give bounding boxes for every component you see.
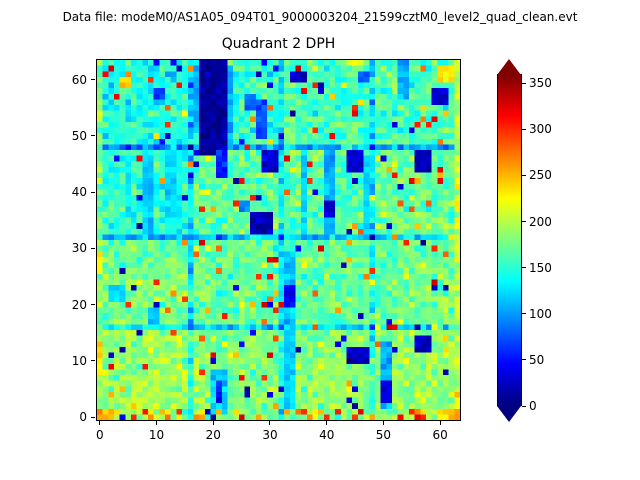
x-tick-mark xyxy=(212,421,214,425)
colorbar-tick-label: 200 xyxy=(529,214,552,229)
x-tick-mark xyxy=(269,421,271,425)
y-tick-label: 60 xyxy=(71,72,87,87)
y-tick-label: 20 xyxy=(71,297,87,312)
colorbar-tick-label: 0 xyxy=(529,399,537,413)
y-tick-mark xyxy=(91,191,95,193)
colorbar-canvas xyxy=(498,74,521,406)
x-tick-label: 0 xyxy=(96,428,104,442)
x-tick-mark xyxy=(439,421,441,425)
y-tick-label: 40 xyxy=(71,185,87,200)
y-tick-label: 50 xyxy=(71,128,87,143)
colorbar-under-arrow xyxy=(497,406,521,422)
chart-title: Quadrant 2 DPH xyxy=(221,36,336,52)
x-tick-label: 10 xyxy=(148,428,165,442)
y-tick-mark xyxy=(91,304,95,306)
y-tick-mark xyxy=(91,360,95,362)
heatmap-canvas xyxy=(97,60,460,420)
x-tick-label: 60 xyxy=(432,428,448,442)
colorbar-tick-mark xyxy=(522,221,526,223)
y-tick-label: 30 xyxy=(71,241,87,256)
colorbar-tick-label: 100 xyxy=(529,306,552,321)
colorbar-tick-label: 350 xyxy=(529,76,552,91)
x-tick-mark xyxy=(326,421,328,425)
colorbar-tick-mark xyxy=(522,267,526,269)
y-tick-mark xyxy=(91,416,95,418)
y-tick-mark xyxy=(91,247,95,249)
x-tick-label: 50 xyxy=(375,428,392,442)
colorbar-tick-label: 300 xyxy=(529,122,552,137)
y-tick-label: 0 xyxy=(79,410,87,425)
x-tick-label: 20 xyxy=(205,428,221,442)
colorbar-tick-mark xyxy=(522,128,526,130)
x-tick-label: 40 xyxy=(319,428,335,442)
colorbar xyxy=(497,74,522,406)
colorbar-over-arrow xyxy=(497,59,521,75)
x-tick-label: 30 xyxy=(262,428,278,442)
colorbar-tick-label: 250 xyxy=(529,168,552,183)
y-tick-mark xyxy=(91,79,95,81)
colorbar-tick-mark xyxy=(522,82,526,84)
colorbar-tick-label: 50 xyxy=(529,352,545,367)
plot-area xyxy=(96,59,461,421)
colorbar-tick-mark xyxy=(522,313,526,315)
colorbar-tick-mark xyxy=(522,405,526,407)
colorbar-tick-label: 150 xyxy=(529,260,552,275)
x-tick-mark xyxy=(156,421,158,425)
x-tick-mark xyxy=(99,421,101,425)
data-file-label: Data file: modeM0/AS1A05_094T01_90000032… xyxy=(62,10,578,24)
y-tick-mark xyxy=(91,135,95,137)
y-tick-label: 10 xyxy=(71,353,87,368)
colorbar-tick-mark xyxy=(522,174,526,176)
colorbar-tick-mark xyxy=(522,359,526,361)
x-tick-mark xyxy=(382,421,384,425)
